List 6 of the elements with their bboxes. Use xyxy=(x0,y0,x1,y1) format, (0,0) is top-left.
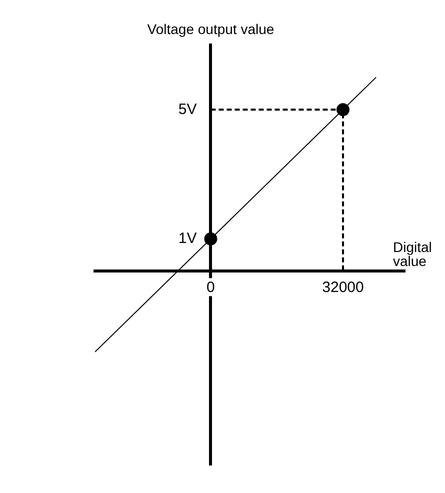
x-axis-title: Digital value xyxy=(393,239,432,270)
y-tick-label: 5V xyxy=(178,100,197,118)
x-tick-label: 0 xyxy=(206,278,215,296)
y-tick-label: 1V xyxy=(178,230,197,247)
y-axis-title: Voltage output value xyxy=(147,20,274,37)
x-tick-label: 32000 xyxy=(322,278,364,296)
